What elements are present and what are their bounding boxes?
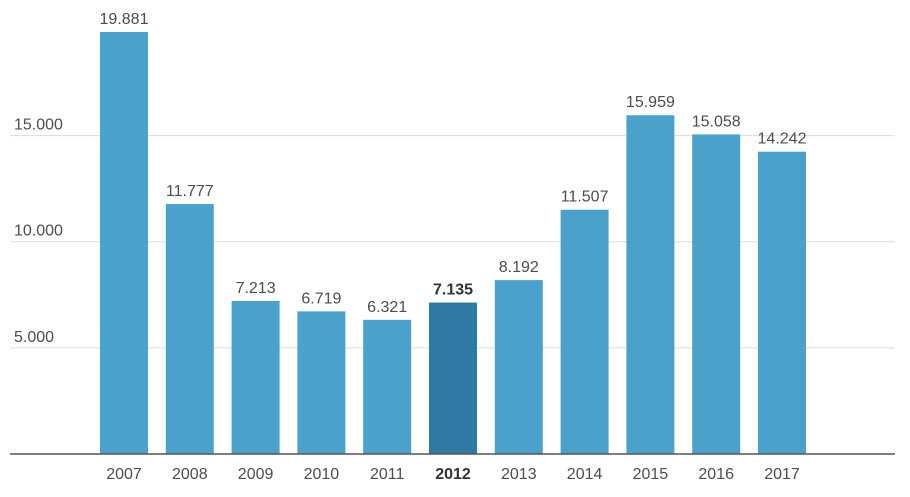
bar-value-label: 11.777 [166, 183, 214, 200]
bar [429, 302, 477, 454]
x-tick-label: 2012 [435, 466, 471, 483]
x-tick-label: 2016 [698, 466, 734, 483]
bar-value-label: 15.058 [692, 113, 741, 130]
value-labels: 19.881 11.777 7.213 6.719 6.321 7.135 8.192 11.… [100, 11, 807, 316]
bar [692, 134, 741, 454]
bar-value-label: 14.242 [758, 131, 807, 148]
bar [231, 300, 280, 454]
bar [297, 311, 346, 454]
x-tick-label: 2008 [172, 466, 208, 483]
bar [494, 280, 543, 454]
bar [758, 151, 806, 455]
x-tick-label: 2007 [106, 466, 142, 483]
bar [100, 32, 148, 454]
y-tick-label: 5.000 [14, 329, 54, 346]
bar [363, 319, 412, 454]
x-tick-label: 2017 [764, 466, 800, 483]
bars [100, 32, 806, 455]
bar-value-label: 11.507 [561, 189, 609, 206]
y-tick-label: 15.000 [14, 117, 63, 134]
y-tick-label: 10.000 [14, 223, 63, 240]
x-tick-label: 2009 [238, 466, 274, 483]
bar-value-label: 19.881 [100, 11, 149, 28]
bar-value-label: 15.959 [626, 94, 675, 111]
bar [626, 115, 675, 454]
x-axis-tick-labels: 2007 2008 2009 2010 2011 2012 2013 2014 2015 2016… [106, 466, 800, 483]
x-tick-label: 2014 [567, 466, 603, 483]
bar-value-label: 7.213 [236, 280, 276, 297]
bar [165, 204, 214, 454]
bar-value-label: 8.192 [499, 259, 539, 276]
x-tick-label: 2015 [633, 466, 669, 483]
y-axis-tick-labels: 5.000 10.000 15.000 [14, 117, 63, 346]
bar-value-label: 6.321 [367, 299, 407, 316]
x-tick-label: 2010 [304, 466, 340, 483]
bar-value-label: 6.719 [301, 290, 341, 307]
bar [560, 209, 609, 454]
x-tick-label: 2011 [370, 466, 405, 483]
bar-value-label: 7.135 [433, 282, 473, 299]
x-tick-label: 2013 [501, 466, 537, 483]
